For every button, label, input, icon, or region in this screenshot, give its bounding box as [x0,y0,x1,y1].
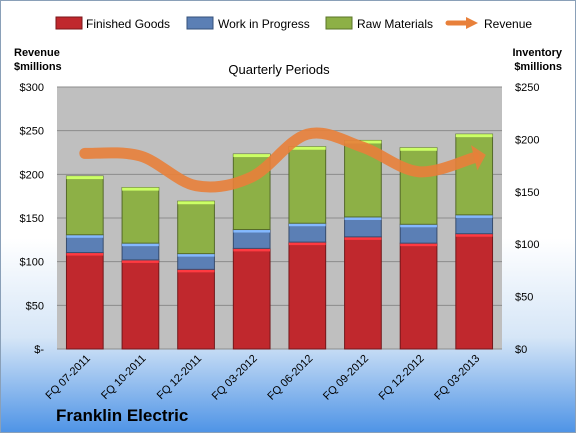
bar-cap-finished-goods [177,269,215,273]
bar-raw-materials [399,147,438,225]
x-tick-label: FQ 03-2012 [210,353,260,403]
right-tick-label: $100 [515,239,539,251]
left-tick-label: $150 [20,213,44,225]
bar-finished-goods [344,236,382,350]
bar-cap-work-in-progress [455,214,493,218]
left-tick-label: $250 [20,126,44,138]
legend: Finished Goods Work in Progress Raw Mate… [55,16,532,31]
bar-finished-goods [121,259,160,350]
bar-cap-work-in-progress [177,253,215,257]
bar-finished-goods [65,252,104,350]
revenue-arrowhead [471,145,486,171]
x-tick-label: FQ 07-2011 [44,353,93,402]
bar-finished-goods [232,247,271,350]
bar-finished-goods [177,268,215,350]
right-tick-label: $150 [515,187,539,199]
right-axis-title-line2: $millions [514,61,562,73]
legend-label-raw-materials: Raw Materials [357,17,433,31]
bar-cap-work-in-progress [288,223,326,227]
bar-cap-finished-goods [122,259,159,263]
x-tick-label: FQ 12-2011 [155,353,204,402]
left-tick-label: $50 [26,300,44,312]
bar-cap-finished-goods [233,248,271,252]
bar-finished-goods [399,242,438,350]
bar-cap-raw-materials [122,187,159,191]
bar-cap-raw-materials [233,154,271,158]
bar-cap-work-in-progress [122,243,159,247]
bar-raw-materials [65,175,104,236]
legend-swatch-revenue [445,17,478,29]
bar-finished-goods [455,233,494,350]
bar-raw-materials [288,146,327,224]
right-tick-label: $0 [515,344,527,356]
bar-cap-raw-materials [288,146,326,150]
legend-label-finished-goods: Finished Goods [86,17,170,31]
x-tick-label: FQ 12-2012 [377,353,427,403]
x-tick-label: FQ 06-2012 [265,353,315,403]
left-tick-label: $300 [20,82,44,94]
right-tick-label: $200 [515,134,539,146]
legend-label-revenue: Revenue [484,17,532,31]
right-tick-label: $250 [515,82,539,94]
bar-cap-raw-materials [400,147,437,151]
x-tick-label: FQ 10-2011 [99,353,148,402]
bar-cap-raw-materials [66,176,104,180]
legend-swatch-finished-goods [55,16,83,30]
bar-raw-materials [177,200,215,255]
legend-swatch-raw-materials [325,16,353,30]
x-tick-label: FQ 03-2013 [432,353,482,403]
right-axis-ticks: $0 $50 $100 $150 $200 $250 [515,82,539,356]
legend-swatch-work-in-progress [186,16,214,30]
bar-finished-goods [288,241,327,350]
chart-subtitle: Quarterly Periods [228,62,330,77]
bar-cap-finished-goods [66,252,104,256]
bar-raw-materials [455,133,494,216]
left-axis-ticks: $- $50 $100 $150 $200 $250 $300 [20,82,45,356]
bar-cap-finished-goods [455,233,493,237]
left-tick-label: $100 [20,257,44,269]
bar-stack-group [65,133,494,350]
right-axis-title-line1: Inventory [512,47,562,59]
right-tick-label: $50 [515,292,533,304]
left-tick-label: $200 [20,169,44,181]
bar-cap-work-in-progress [233,229,271,233]
revenue-line [79,127,480,193]
bar-cap-finished-goods [400,243,437,247]
left-axis-title-line1: Revenue [14,47,60,59]
bar-raw-materials [121,187,160,244]
bar-cap-raw-materials [177,201,215,205]
revenue-line-group [79,127,486,193]
company-name: Franklin Electric [56,406,188,425]
x-axis-ticks: FQ 07-2011 FQ 10-2011 FQ 12-2011 FQ 03-2012… [44,353,483,403]
bar-cap-work-in-progress [400,224,437,228]
bar-cap-finished-goods [288,242,326,246]
bar-cap-work-in-progress [66,234,104,238]
left-tick-label: $- [34,344,44,356]
bar-cap-raw-materials [455,134,493,138]
left-axis-title-line2: $millions [14,61,62,73]
bar-cap-finished-goods [344,236,382,240]
bar-cap-work-in-progress [344,216,382,220]
legend-label-work-in-progress: Work in Progress [218,17,310,31]
x-tick-label: FQ 09-2012 [321,353,371,403]
